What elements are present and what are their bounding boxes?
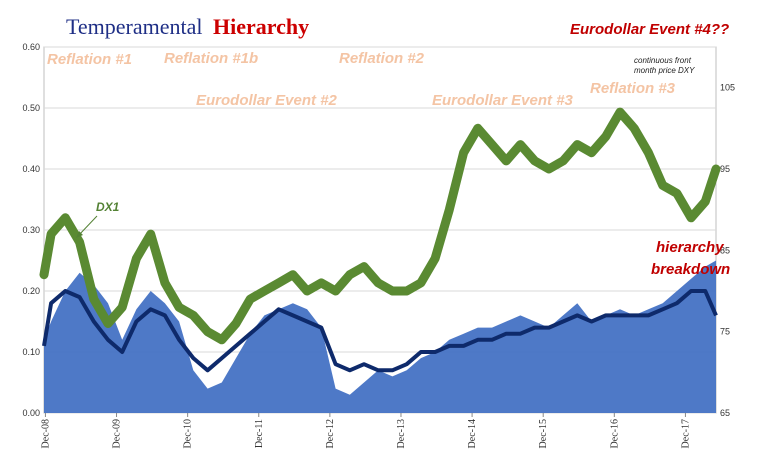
green-series-layer xyxy=(39,107,721,345)
annotation-reflation2: Reflation #2 xyxy=(339,50,425,67)
dx1-arrowhead-icon xyxy=(76,231,83,238)
navy-series-line xyxy=(42,289,718,373)
annotation-eurodollar2: Eurodollar Event #2 xyxy=(196,92,338,109)
navy-series-layer xyxy=(42,289,718,373)
x-tick-label: Dec-10 xyxy=(183,419,194,448)
x-tick-label: Dec-08 xyxy=(40,419,51,448)
x-tick-label: Dec-13 xyxy=(396,419,407,448)
annotation-dxy-note-1: continuous front xyxy=(634,56,692,65)
x-tick-label: Dec-09 xyxy=(112,419,123,448)
y-left-tick-label: 0.60 xyxy=(22,42,40,52)
title-part2: Hierarchy xyxy=(213,14,309,39)
y-left-tick-label: 0.30 xyxy=(22,225,40,235)
annotation-reflation1: Reflation #1 xyxy=(47,51,132,68)
y-right-tick-label: 105 xyxy=(720,83,735,93)
annotation-eurodollar4: Eurodollar Event #4?? xyxy=(570,21,729,38)
title-part1: Temperamental xyxy=(66,14,203,39)
x-tick-label: Dec-14 xyxy=(467,419,478,448)
y-left-tick-label: 0.50 xyxy=(22,103,40,113)
area-series xyxy=(44,260,716,413)
y-left-axis: 0.00 0.10 0.20 0.30 0.40 0.50 0.60 xyxy=(22,42,40,418)
y-right-tick-label: 75 xyxy=(720,327,730,337)
x-tick-label: Dec-16 xyxy=(609,419,620,448)
annotation-dxy-note-2: month price DXY xyxy=(634,66,695,75)
x-tick-label: Dec-15 xyxy=(538,419,549,448)
x-tick-label: Dec-17 xyxy=(680,419,691,448)
y-right-tick-label: 65 xyxy=(720,408,730,418)
x-axis: Dec-08 Dec-09 Dec-10 Dec-11 Dec-12 Dec-13 Dec-… xyxy=(40,413,691,448)
y-right-axis: 65 75 85 95 105 xyxy=(720,83,735,418)
y-left-tick-label: 0.10 xyxy=(22,347,40,357)
y-left-tick-label: 0.40 xyxy=(22,164,40,174)
annotation-eurodollar3: Eurodollar Event #3 xyxy=(432,92,574,109)
annotation-reflation1b: Reflation #1b xyxy=(164,50,258,67)
y-left-tick-label: 0.00 xyxy=(22,408,40,418)
green-series-line xyxy=(39,107,721,345)
annotation-dx1: DX1 xyxy=(96,200,120,214)
x-tick-label: Dec-12 xyxy=(325,419,336,448)
annotation-reflation3: Reflation #3 xyxy=(590,80,676,97)
annotation-hierarchy-1: hierarchy xyxy=(656,239,724,256)
annotation-hierarchy-2: breakdown xyxy=(651,261,730,278)
x-tick-label: Dec-11 xyxy=(254,419,265,448)
dx1-arrow xyxy=(77,215,98,237)
chart-title: Temperamental Hierarchy xyxy=(66,14,309,39)
y-right-tick-label: 85 xyxy=(720,245,730,255)
y-left-tick-label: 0.20 xyxy=(22,286,40,296)
area-series-layer xyxy=(44,260,716,413)
y-right-tick-label: 95 xyxy=(720,164,730,174)
